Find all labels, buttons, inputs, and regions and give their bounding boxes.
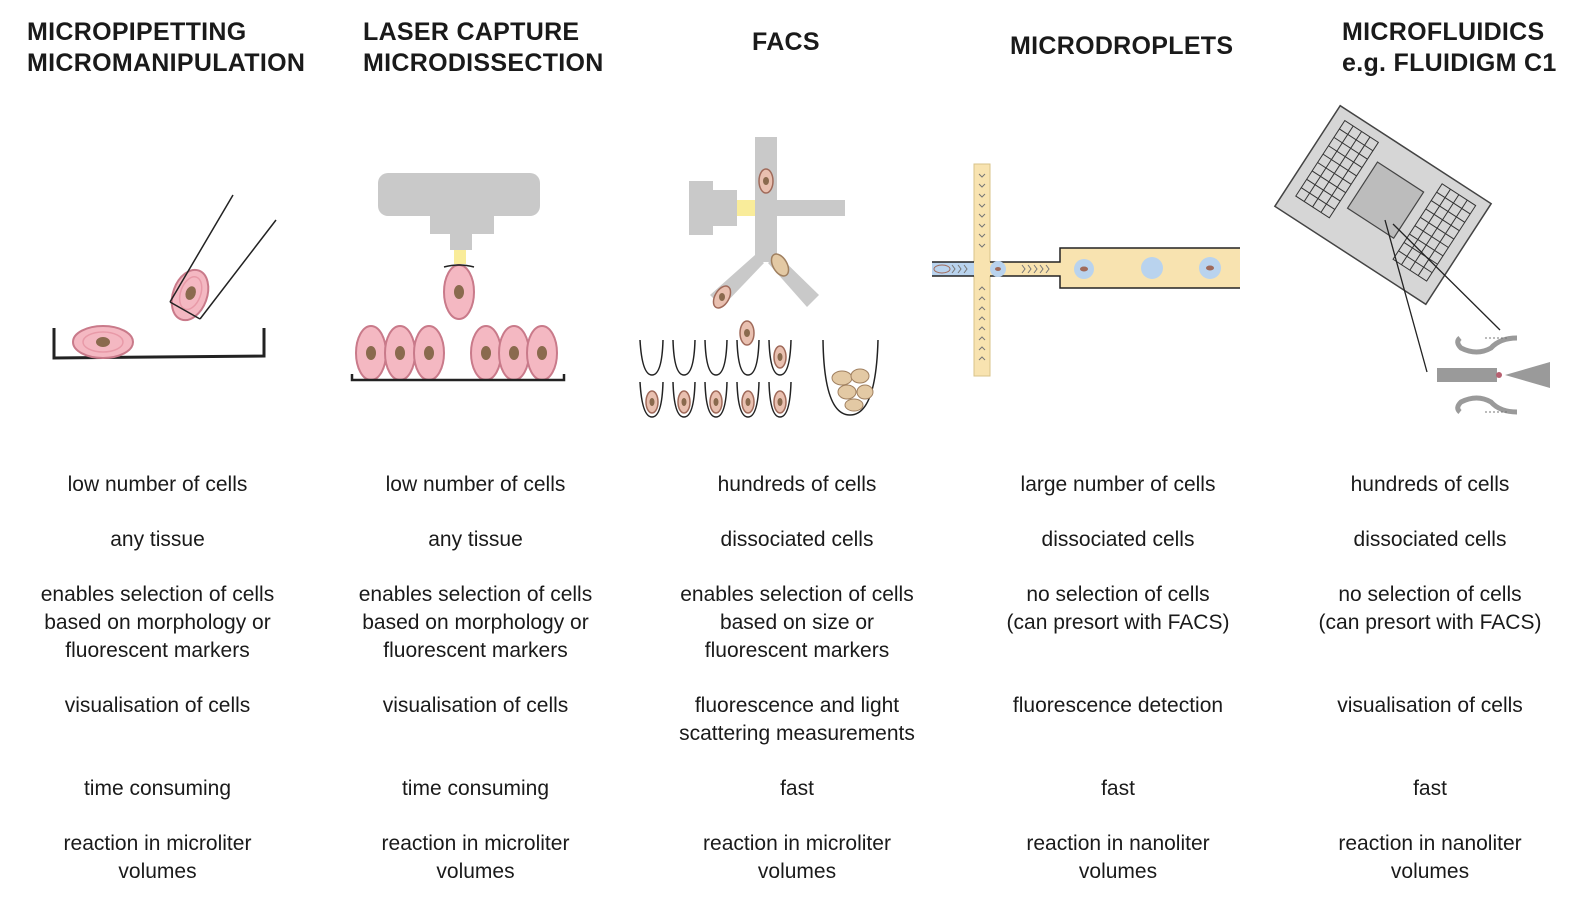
captured-cell [443,264,475,320]
column-micropipetting: MICROPIPETTING MICROMANIPULATION low num… [0,0,315,905]
microfluidics-chip-illustration [1273,104,1585,425]
droplets [933,257,1221,279]
column-title: MICROPIPETTING MICROMANIPULATION [27,18,306,77]
column-title: MICROFLUIDICS e.g. FLUIDIGM C1 [1342,18,1557,77]
property-speed: fast [1101,777,1135,800]
facs-illustration [639,135,887,425]
column-microdroplets: MICRODROPLETS [932,0,1274,905]
property-sample: any tissue [428,528,523,551]
property-volume: reaction in microliter volumes [703,832,891,883]
property-count: hundreds of cells [717,473,877,496]
laser-capture-illustration [348,170,608,385]
property-speed: fast [780,777,814,800]
column-microfluidics: MICROFLUIDICS e.g. FLUIDIGM C1 [1273,0,1585,905]
property-detection: visualisation of cells [382,694,569,717]
property-selection: no selection of cells (can presort with … [1318,583,1542,634]
tissue-cells [355,325,558,381]
sorted-cell [739,320,755,346]
well-cells [645,345,874,414]
property-sample: dissociated cells [720,528,874,551]
property-selection: no selection of cells (can presort with … [1006,583,1230,634]
property-sample: dissociated cells [1353,528,1507,551]
sorted-cell [770,253,790,277]
property-count: low number of cells [67,473,248,496]
cell-in-dish [72,325,134,359]
property-sample: dissociated cells [1041,528,1195,551]
property-volume: reaction in microliter volumes [381,832,570,883]
capture-site [1437,335,1550,415]
micropipette-illustration [40,180,280,380]
column-title: MICRODROPLETS [1010,32,1234,60]
property-count: large number of cells [1020,473,1216,496]
property-selection: enables selection of cells based on size… [680,583,914,662]
property-detection: visualisation of cells [1337,694,1523,717]
property-selection: enables selection of cells based on morp… [358,583,593,662]
property-sample: any tissue [110,528,205,551]
well-plate [639,339,879,418]
pipette-tip [170,268,210,322]
sorted-cell [712,285,732,309]
property-selection: enables selection of cells based on morp… [40,583,275,662]
property-detection: visualisation of cells [64,694,251,717]
column-title: LASER CAPTURE MICRODISSECTION [363,18,604,77]
property-speed: fast [1413,777,1447,800]
column-laser-capture: LASER CAPTURE MICRODISSECTION low number [318,0,633,905]
microdroplet-illustration [932,160,1242,380]
property-count: hundreds of cells [1350,473,1510,496]
property-count: low number of cells [385,473,566,496]
property-speed: time consuming [83,777,232,800]
property-volume: reaction in nanoliter volumes [1338,832,1522,883]
column-facs: FACS [639,0,952,905]
property-detection: fluorescence and light scattering measur… [679,694,915,745]
property-volume: reaction in nanoliter volumes [1026,832,1210,883]
column-title: FACS [752,28,820,56]
property-volume: reaction in microliter volumes [63,832,252,883]
property-speed: time consuming [401,777,550,800]
property-detection: fluorescence detection [1012,694,1224,717]
sorted-cell [758,168,774,194]
